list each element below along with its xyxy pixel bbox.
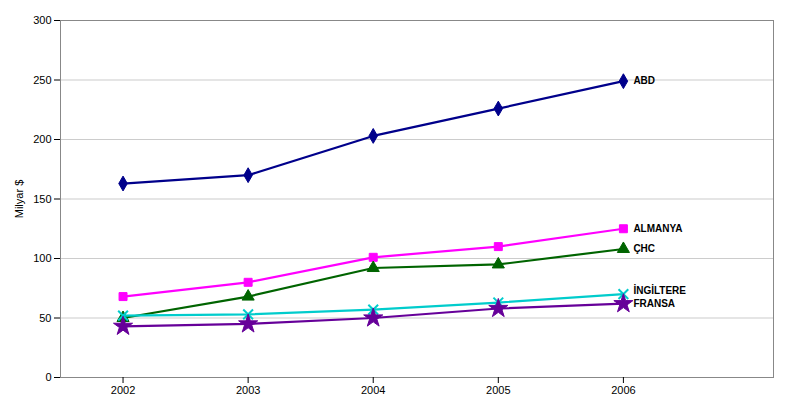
svg-text:2006: 2006 (611, 384, 635, 396)
svg-text:2005: 2005 (486, 384, 510, 396)
svg-text:ABD: ABD (633, 75, 655, 86)
svg-text:2003: 2003 (236, 384, 260, 396)
svg-text:ALMANYA: ALMANYA (633, 223, 682, 234)
svg-text:ÇHC: ÇHC (633, 243, 655, 254)
svg-text:50: 50 (39, 312, 51, 324)
svg-text:İNGİLTERE: İNGİLTERE (633, 284, 686, 296)
svg-text:2002: 2002 (111, 384, 135, 396)
svg-text:Milyar $: Milyar $ (13, 180, 25, 219)
svg-text:0: 0 (45, 371, 51, 383)
svg-text:150: 150 (33, 193, 51, 205)
svg-text:250: 250 (33, 74, 51, 86)
svg-text:100: 100 (33, 252, 51, 264)
svg-text:FRANSA: FRANSA (633, 298, 675, 309)
svg-text:2004: 2004 (361, 384, 385, 396)
svg-text:200: 200 (33, 133, 51, 145)
svg-text:300: 300 (33, 14, 51, 26)
